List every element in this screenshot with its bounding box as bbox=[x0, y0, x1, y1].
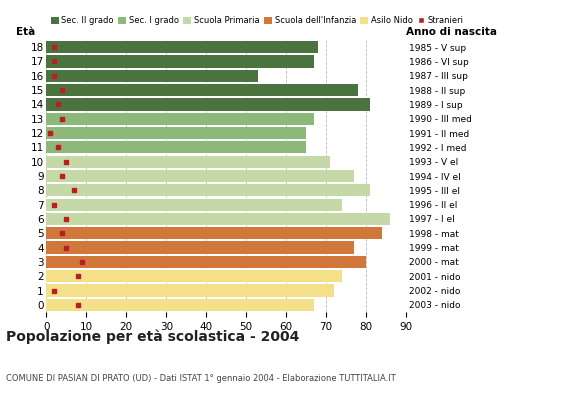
Text: Età: Età bbox=[16, 27, 35, 37]
Bar bbox=[46, 198, 342, 211]
Legend: Sec. II grado, Sec. I grado, Scuola Primaria, Scuola dell'Infanzia, Asilo Nido, : Sec. II grado, Sec. I grado, Scuola Prim… bbox=[50, 16, 464, 25]
Bar bbox=[46, 284, 334, 297]
Bar bbox=[46, 184, 370, 196]
Bar bbox=[46, 213, 390, 225]
Bar bbox=[46, 141, 306, 154]
Bar bbox=[46, 70, 258, 82]
Bar bbox=[46, 84, 358, 96]
Text: COMUNE DI PASIAN DI PRATO (UD) - Dati ISTAT 1° gennaio 2004 - Elaborazione TUTTI: COMUNE DI PASIAN DI PRATO (UD) - Dati IS… bbox=[6, 374, 396, 383]
Bar bbox=[46, 127, 306, 139]
Text: Anno di nascita: Anno di nascita bbox=[406, 27, 497, 37]
Bar bbox=[46, 41, 318, 53]
Bar bbox=[46, 170, 354, 182]
Bar bbox=[46, 156, 330, 168]
Bar bbox=[46, 270, 342, 282]
Bar bbox=[46, 98, 370, 110]
Bar bbox=[46, 299, 314, 311]
Text: Popolazione per età scolastica - 2004: Popolazione per età scolastica - 2004 bbox=[6, 330, 299, 344]
Bar bbox=[46, 113, 314, 125]
Bar bbox=[46, 55, 314, 68]
Bar bbox=[46, 227, 382, 239]
Bar bbox=[46, 242, 354, 254]
Bar bbox=[46, 256, 366, 268]
